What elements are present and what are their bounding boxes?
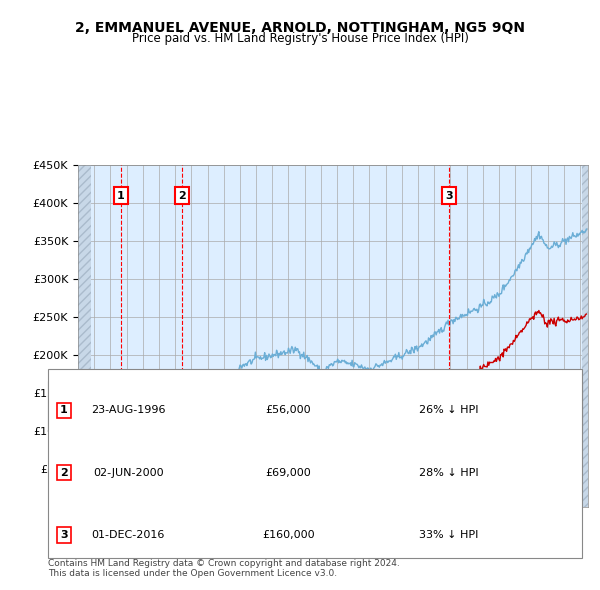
Text: 2: 2 (178, 191, 186, 201)
Bar (581, 165, 588, 507)
Text: 33% ↓ HPI: 33% ↓ HPI (419, 530, 478, 540)
Text: £56,000: £56,000 (265, 405, 311, 415)
Text: 3: 3 (445, 191, 453, 201)
Text: £69,000: £69,000 (265, 468, 311, 477)
Text: 2, EMMANUEL AVENUE, ARNOLD, NOTTINGHAM, NG5 9QN: 2, EMMANUEL AVENUE, ARNOLD, NOTTINGHAM, … (75, 21, 525, 35)
Text: This data is licensed under the Open Government Licence v3.0.: This data is licensed under the Open Gov… (48, 569, 337, 578)
Text: 02-JUN-2000: 02-JUN-2000 (93, 468, 163, 477)
Text: 2: 2 (60, 468, 68, 477)
FancyBboxPatch shape (48, 369, 582, 558)
FancyBboxPatch shape (48, 381, 582, 431)
Bar (78, 165, 91, 507)
Text: Price paid vs. HM Land Registry's House Price Index (HPI): Price paid vs. HM Land Registry's House … (131, 32, 469, 45)
Text: 01-DEC-2016: 01-DEC-2016 (91, 530, 165, 540)
Text: 26% ↓ HPI: 26% ↓ HPI (419, 405, 478, 415)
Text: £160,000: £160,000 (262, 530, 314, 540)
Text: 28% ↓ HPI: 28% ↓ HPI (419, 468, 478, 477)
Text: Contains HM Land Registry data © Crown copyright and database right 2024.: Contains HM Land Registry data © Crown c… (48, 559, 400, 568)
Text: 1: 1 (117, 191, 125, 201)
Text: 23-AUG-1996: 23-AUG-1996 (91, 405, 166, 415)
Text: 1: 1 (60, 405, 68, 415)
Text: 3: 3 (60, 530, 68, 540)
Text: HPI: Average price, detached house, Gedling: HPI: Average price, detached house, Gedl… (91, 412, 309, 422)
Text: 2, EMMANUEL AVENUE, ARNOLD, NOTTINGHAM, NG5 9QN (detached house): 2, EMMANUEL AVENUE, ARNOLD, NOTTINGHAM, … (91, 389, 463, 399)
